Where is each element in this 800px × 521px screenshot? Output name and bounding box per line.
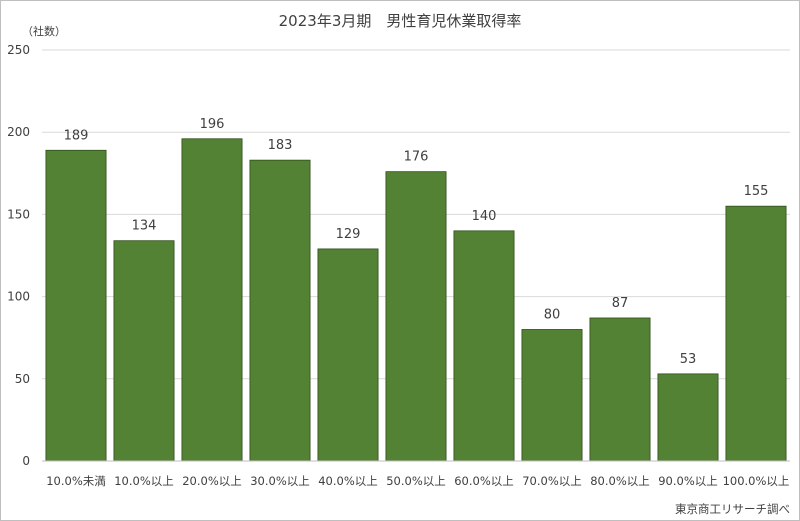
bar <box>249 159 311 462</box>
x-tick-label: 10.0%以上 <box>114 474 174 488</box>
data-label: 53 <box>680 352 697 367</box>
x-tick-label: 60.0%以上 <box>454 474 514 488</box>
x-tick-label: 50.0%以上 <box>386 474 446 488</box>
x-axis-ticks: 10.0%未満 10.0%以上 20.0%以上 30.0%以上 40.0%以上 50.0%… <box>46 474 789 488</box>
bar <box>385 171 447 462</box>
y-tick-label: 150 <box>7 207 30 221</box>
data-label: 87 <box>612 296 629 311</box>
x-tick-label: 10.0%未満 <box>46 474 106 488</box>
y-tick-label: 200 <box>7 125 30 139</box>
bar <box>317 248 379 462</box>
y-axis-ticks: 0 50 100 150 200 250 <box>7 43 30 468</box>
bar <box>657 373 719 462</box>
data-label: 80 <box>544 307 561 322</box>
chart-title: 2023年3月期 男性育児休業取得率 <box>279 12 522 30</box>
x-tick-label: 20.0%以上 <box>182 474 242 488</box>
data-label: 189 <box>64 128 89 143</box>
bar <box>589 317 651 462</box>
bars <box>45 138 787 462</box>
bar <box>453 230 515 462</box>
x-tick-label: 70.0%以上 <box>522 474 582 488</box>
x-tick-label: 80.0%以上 <box>590 474 650 488</box>
data-label: 196 <box>200 117 225 132</box>
x-tick-label: 40.0%以上 <box>318 474 378 488</box>
data-label: 183 <box>268 138 293 153</box>
data-label: 134 <box>132 219 157 234</box>
x-tick-label: 30.0%以上 <box>250 474 310 488</box>
data-label: 176 <box>404 150 429 165</box>
y-tick-label: 100 <box>7 290 30 304</box>
data-label: 129 <box>336 227 361 242</box>
source-note: 東京商工リサーチ調べ <box>675 502 790 516</box>
data-label: 140 <box>472 209 497 224</box>
x-tick-label: 100.0%以上 <box>723 474 790 488</box>
bar <box>45 149 107 462</box>
y-tick-label: 250 <box>7 43 30 57</box>
y-axis-unit-label: （社数） <box>22 24 66 38</box>
data-label: 155 <box>744 184 769 199</box>
data-labels: 189 134 196 183 129 176 140 80 87 53 155 <box>64 117 769 367</box>
x-tick-label: 90.0%以上 <box>658 474 718 488</box>
bar <box>181 138 243 462</box>
y-tick-label: 50 <box>15 372 30 386</box>
bar <box>521 329 583 462</box>
y-tick-label: 0 <box>22 454 30 468</box>
bar <box>113 240 175 462</box>
bar <box>725 205 787 462</box>
